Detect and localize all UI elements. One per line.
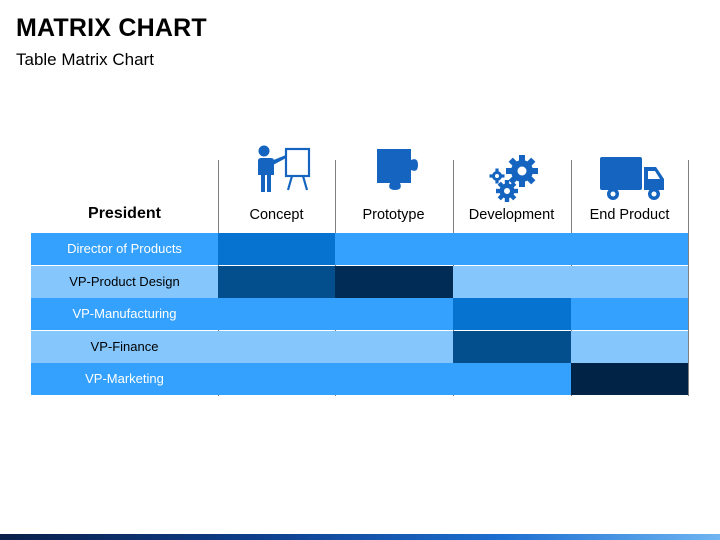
matrix-cell: [571, 331, 688, 363]
row-label: VP-Marketing: [31, 363, 218, 395]
column-label: Prototype: [362, 207, 425, 223]
page-subtitle: Table Matrix Chart: [16, 50, 154, 69]
matrix-cell: [571, 233, 688, 265]
matrix-cell: [453, 298, 571, 330]
matrix-cell: [218, 233, 335, 265]
matrix-cell: [453, 233, 571, 265]
row-label: VP-Finance: [31, 331, 218, 363]
puzzle-piece-icon: [377, 149, 418, 190]
footer-bar: [0, 534, 720, 540]
matrix-cell: [453, 266, 571, 298]
delivery-truck-icon: [600, 157, 664, 200]
gears-icon: [489, 155, 538, 202]
matrix-cell: [335, 331, 453, 363]
presenter-whiteboard-icon: [257, 145, 311, 192]
matrix-cell: [218, 298, 335, 330]
matrix-cell: [335, 363, 453, 395]
page-title: MATRIX CHART: [16, 14, 207, 42]
matrix-cell: [218, 331, 335, 363]
matrix-cell: [571, 266, 688, 298]
matrix-cell: [335, 298, 453, 330]
matrix-cell: [218, 266, 335, 298]
matrix-cell: [571, 298, 688, 330]
row-header: President: [88, 205, 161, 222]
column-label: Development: [468, 207, 555, 223]
row-label: Director of Products: [31, 233, 218, 265]
column-label: Concept: [249, 207, 304, 223]
column-label: End Product: [589, 207, 670, 223]
row-label: VP-Manufacturing: [31, 298, 218, 330]
column-divider: [688, 160, 689, 396]
row-label: VP-Product Design: [31, 266, 218, 298]
matrix-cell: [335, 266, 453, 298]
matrix-cell: [453, 363, 571, 395]
matrix-cell: [218, 363, 335, 395]
matrix-cell: [453, 331, 571, 363]
matrix-cell: [335, 233, 453, 265]
matrix-cell: [571, 363, 688, 395]
